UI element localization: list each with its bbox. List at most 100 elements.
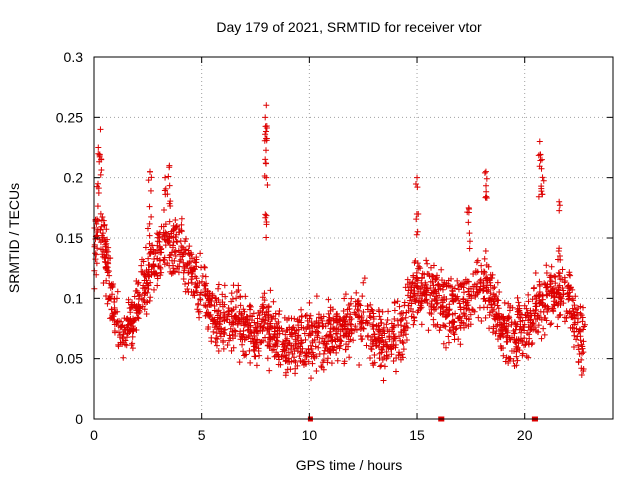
data-point <box>539 292 546 299</box>
data-point <box>228 290 235 297</box>
data-point <box>324 338 331 345</box>
data-point <box>393 355 400 362</box>
data-point <box>439 304 446 311</box>
data-point <box>115 341 122 348</box>
data-point <box>273 334 280 341</box>
data-point <box>253 324 260 331</box>
data-point <box>483 182 490 189</box>
data-point <box>157 272 164 279</box>
data-point <box>161 207 168 214</box>
data-point <box>498 327 505 334</box>
data-point <box>103 226 110 233</box>
data-point <box>573 336 580 343</box>
data-point <box>315 319 322 326</box>
data-point <box>275 311 282 318</box>
data-point <box>377 319 384 326</box>
data-point <box>536 138 543 145</box>
data-point <box>539 174 546 181</box>
data-point <box>540 177 547 184</box>
data-point <box>360 308 367 315</box>
data-point <box>172 216 179 223</box>
data-point <box>145 266 152 273</box>
data-point <box>316 339 323 346</box>
x-tick-label: 20 <box>517 427 533 443</box>
data-point <box>266 345 273 352</box>
data-point <box>493 293 500 300</box>
data-point <box>428 264 435 271</box>
data-point <box>296 317 303 324</box>
data-point <box>434 299 441 306</box>
data-point <box>347 336 354 343</box>
data-point <box>136 307 143 314</box>
data-point <box>507 336 514 343</box>
data-point <box>246 347 253 354</box>
data-point <box>513 362 520 369</box>
data-point <box>294 362 301 369</box>
data-point <box>341 332 348 339</box>
data-point <box>302 350 309 357</box>
data-point <box>145 177 152 184</box>
data-point <box>452 326 459 333</box>
data-point <box>498 313 505 320</box>
data-point <box>532 300 539 307</box>
data-point <box>138 295 145 302</box>
data-point <box>98 217 105 224</box>
data-point <box>280 346 287 353</box>
data-point <box>220 337 227 344</box>
data-point <box>395 351 402 358</box>
data-point <box>328 337 335 344</box>
data-point <box>398 316 405 323</box>
data-point <box>252 353 259 360</box>
data-point <box>457 304 464 311</box>
data-point <box>417 286 424 293</box>
data-point <box>543 284 550 291</box>
data-point <box>538 165 545 172</box>
data-point <box>515 308 522 315</box>
data-point <box>188 251 195 258</box>
data-point <box>139 285 146 292</box>
data-point <box>154 247 161 254</box>
data-point <box>251 319 258 326</box>
data-point <box>260 323 267 330</box>
data-point <box>461 313 468 320</box>
data-point <box>460 295 467 302</box>
data-point <box>539 191 546 198</box>
data-point <box>92 236 99 243</box>
data-point <box>487 275 494 282</box>
data-point <box>261 290 268 297</box>
data-point <box>442 344 449 351</box>
data-point <box>535 193 542 200</box>
grid-lines <box>94 57 613 419</box>
data-point <box>341 360 348 367</box>
data-point <box>230 306 237 313</box>
data-point <box>406 297 413 304</box>
data-point <box>308 345 315 352</box>
data-point <box>494 279 501 286</box>
data-point <box>486 295 493 302</box>
data-point <box>321 340 328 347</box>
data-point <box>510 358 517 365</box>
data-point <box>548 263 555 270</box>
data-point <box>146 203 153 210</box>
data-point <box>282 369 289 376</box>
data-point <box>490 306 497 313</box>
data-point <box>555 287 562 294</box>
data-point <box>348 321 355 328</box>
data-point <box>451 331 458 338</box>
data-point <box>404 281 411 288</box>
data-point <box>541 280 548 287</box>
data-point <box>113 320 120 327</box>
data-point <box>282 354 289 361</box>
data-point <box>194 306 201 313</box>
data-point <box>281 314 288 321</box>
data-point <box>417 265 424 272</box>
data-point <box>141 277 148 284</box>
data-point <box>309 337 316 344</box>
data-point <box>495 305 502 312</box>
data-point <box>500 333 507 340</box>
data-point <box>392 344 399 351</box>
data-point <box>377 363 384 370</box>
data-point <box>441 281 448 288</box>
data-point <box>456 313 463 320</box>
data-point <box>419 298 426 305</box>
